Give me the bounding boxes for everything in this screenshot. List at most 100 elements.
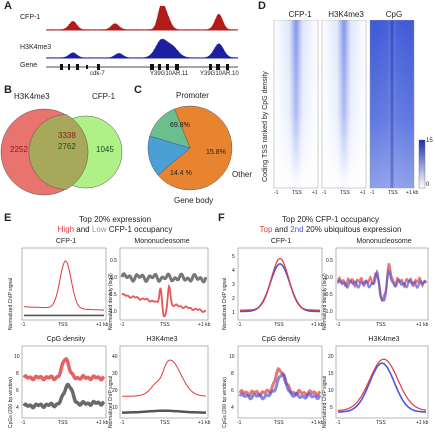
- panel-f-title-top: Top: [259, 225, 273, 234]
- panel-c-label: C: [134, 84, 142, 96]
- track-h3k4me3-label: H3K4me3: [20, 44, 52, 51]
- f2-second-curve: [336, 268, 427, 302]
- panel-f-title-line2: Top and 2nd 20% ubiquitous expression: [228, 225, 433, 234]
- f3-xtick-0: -1: [237, 420, 242, 426]
- f1-top-curve: [240, 257, 320, 311]
- heatmap-col-h3k4me3: H3K4me3: [328, 10, 364, 19]
- f4-xtick-2: +1 kb: [416, 420, 429, 426]
- f1-ytick-3: 2: [232, 296, 235, 302]
- gene-models: [46, 64, 238, 70]
- heatmap1-xtick-tss: TSS: [292, 190, 302, 196]
- venn-diagram: [0, 108, 123, 196]
- f1-ytick-0: 5: [232, 254, 235, 260]
- f-plot4: [335, 345, 429, 419]
- f1-second-curve: [240, 263, 320, 313]
- colorbar-max: 15: [426, 138, 433, 144]
- heatmap-h3k4me3: [321, 20, 367, 189]
- f-plot1-ylabel: Normalized ChIP signal: [222, 277, 228, 330]
- e1-xtick-1: TSS: [58, 322, 68, 328]
- e2-ytick-1: 0.0: [110, 275, 117, 281]
- panel-e-title-line2: High and Low CFP-1 occupancy: [20, 225, 210, 234]
- e3-ytick-1: 8: [16, 371, 19, 377]
- pie-label-other: Other: [232, 170, 253, 179]
- e3-low-curve: [22, 382, 106, 410]
- heatmap-cpg: [369, 20, 415, 189]
- panel-d-label: D: [258, 0, 266, 12]
- f2-ytick-2: -0.5: [324, 292, 333, 298]
- genomic-distribution-pie: [147, 105, 233, 191]
- e-plot2: [119, 247, 209, 321]
- f3-xtick-2: +1 kb: [311, 420, 324, 426]
- panel-f-title-rest: 20% ubiquitous expression: [305, 225, 402, 234]
- heatmap-col-cpg: CpG: [385, 10, 403, 19]
- heatmap3-xtick-plus: +1: [406, 190, 412, 196]
- pie-label-promoter: Promoter: [176, 91, 209, 100]
- f4-top-curve: [337, 358, 427, 412]
- e2-ytick-3: -1.0: [108, 309, 117, 315]
- pie-pct-other: 15.8%: [206, 149, 226, 156]
- panel-e-title-high: High: [57, 225, 75, 234]
- heatmap-colorbar: [418, 139, 426, 189]
- e4-ytick-1: 30: [112, 371, 118, 377]
- f2-ytick-1: 0.0: [326, 275, 333, 281]
- e2-high-curve: [121, 284, 207, 318]
- e3-ytick-0: 10: [14, 354, 20, 360]
- panel-e-title-rest: CFP-1 occupancy: [108, 225, 173, 234]
- e3-xtick-1: TSS: [58, 420, 68, 426]
- heatmap1-xtick-plus: +1: [312, 190, 318, 196]
- panel-e-label: E: [4, 212, 12, 224]
- f-plot3-title: CpG density: [261, 336, 301, 343]
- f-plot2: [335, 247, 429, 321]
- panel-e-title-low: Low: [91, 225, 107, 234]
- panel-e-title-line1: Top 20% expression: [78, 215, 152, 224]
- e3-xtick-2: +1 kb: [96, 420, 109, 426]
- e4-ytick-3: 10: [112, 405, 118, 411]
- venn-overlap-top: 3338: [58, 131, 76, 140]
- heatmap-cfp1: [273, 20, 319, 189]
- tss-heatmaps: [273, 20, 426, 189]
- f-plot1: [237, 247, 323, 321]
- gene-y39g10ar11-label: Y39G10AR.11: [150, 71, 189, 77]
- heatmap3-xtick-tss: TSS: [388, 190, 398, 196]
- track-gene-label: Gene: [20, 62, 38, 69]
- f1-xtick-2: +1 kb: [311, 322, 324, 328]
- e1-xtick-2: +1 kb: [96, 322, 109, 328]
- e-plot1-title: CFP-1: [55, 238, 77, 245]
- colorbar-min: 0: [426, 182, 430, 188]
- f4-ytick-2: 10: [328, 388, 334, 394]
- heatmap-ylabel: Coding TSS ranked by CpG density: [262, 71, 269, 182]
- e1-high-curve: [24, 260, 105, 311]
- gene-y39g10ar10-label: Y39G10AR.10: [200, 71, 239, 77]
- e3-ytick-2: 6: [16, 388, 19, 394]
- f2-xtick-0: -1: [336, 322, 341, 328]
- e3-ytick-3: 4: [16, 405, 19, 411]
- f3-top-curve: [238, 366, 322, 398]
- f-plot3-ylabel: CpGs (200 bp window): [222, 377, 228, 428]
- f4-xtick-1: TSS: [376, 420, 386, 426]
- e-plot3-title: CpG density: [46, 336, 86, 343]
- e4-xtick-2: +1 kb: [198, 420, 211, 426]
- heatmap2-xtick-tss: TSS: [340, 190, 350, 196]
- f3-ytick-1: 8: [231, 371, 234, 377]
- e2-ytick-0: 0.5: [110, 258, 117, 264]
- e2-low-curve: [120, 272, 208, 284]
- f2-xtick-2: +1 kb: [416, 322, 429, 328]
- e-plot1: [21, 247, 107, 321]
- heatmap2-xtick-plus: +1: [360, 190, 366, 196]
- e4-high-curve: [122, 359, 206, 397]
- pie-slice-2: [149, 108, 191, 149]
- venn-right-title: CFP-1: [92, 92, 116, 101]
- f-plot1-title: CFP-1: [270, 238, 292, 245]
- e-plot4-title: H3K4me3: [146, 336, 178, 343]
- cfp1-track-signal: [46, 6, 238, 30]
- heatmap3-xtick-minus: -1: [370, 190, 375, 196]
- e2-xtick-0: -1: [120, 322, 125, 328]
- e-plot4: [119, 345, 209, 419]
- f4-ytick-1: 15: [328, 371, 334, 377]
- f2-ytick-3: -1.0: [324, 309, 333, 315]
- panel-b-label: B: [4, 84, 12, 96]
- e4-ytick-2: 20: [112, 388, 118, 394]
- heatmap-xunit: kb: [413, 190, 419, 196]
- f1-ytick-1: 4: [232, 268, 235, 274]
- pie-pct-genebody: 14.4 %: [170, 170, 192, 177]
